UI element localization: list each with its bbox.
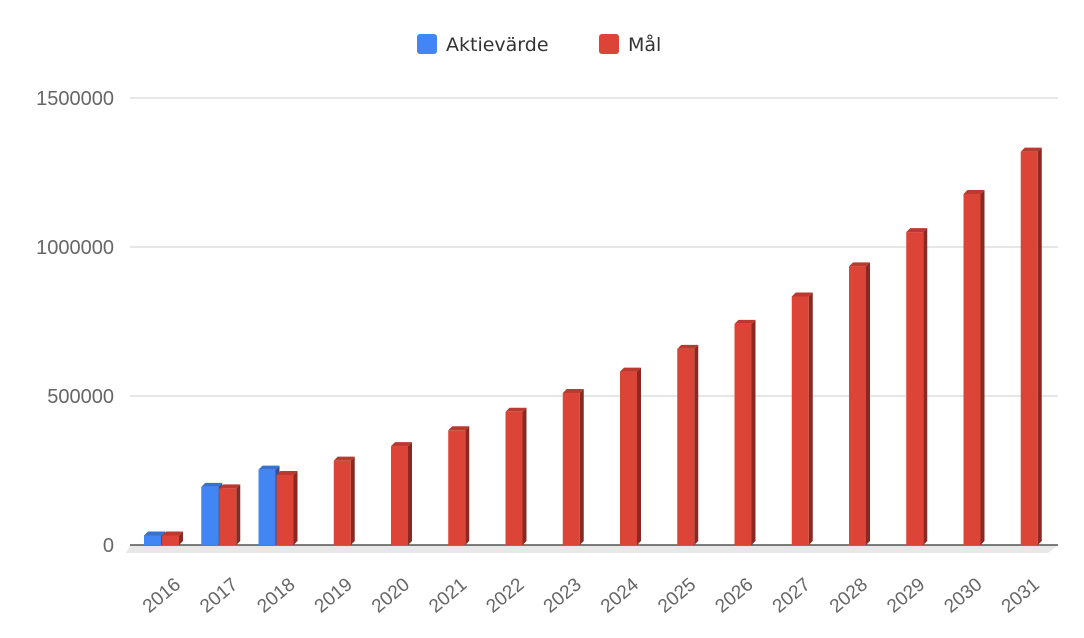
bar-mal <box>505 407 527 545</box>
gridlines <box>126 97 1058 553</box>
y-tick-label: 1500000 <box>36 88 114 110</box>
bar-mal <box>620 367 641 545</box>
bar-mal <box>963 189 985 545</box>
bar-aktievarde <box>144 531 165 545</box>
bar-mal <box>1020 147 1042 545</box>
x-tick-label: 2019 <box>311 574 357 617</box>
bar-mal <box>448 426 470 545</box>
bar-mal <box>333 456 355 545</box>
x-tick-label: 2027 <box>769 574 815 617</box>
bar-mal <box>677 344 699 545</box>
bar-mal <box>906 228 928 545</box>
legend-swatch <box>417 34 437 54</box>
x-tick-label: 2021 <box>425 574 471 617</box>
x-tick-label: 2023 <box>540 574 586 617</box>
legend-label: Mål <box>628 33 661 56</box>
x-tick-label: 2018 <box>254 574 300 617</box>
bar-mal <box>791 292 813 545</box>
x-tick-label: 2029 <box>883 574 929 617</box>
y-tick-label: 500000 <box>47 386 114 408</box>
x-tick-label: 2030 <box>941 574 987 617</box>
legend-label: Aktievärde <box>446 34 549 56</box>
bar-mal <box>219 484 241 545</box>
x-axis: 2016 2017 2018 2019 2020 2021 2022 2023 2024 2025… <box>139 574 1044 618</box>
bar-mal <box>734 319 756 545</box>
bar-mal <box>276 470 298 545</box>
y-axis: 0 500000 1000000 1500000 <box>36 88 114 557</box>
bar-aktievarde <box>201 482 223 545</box>
legend-item: Aktievärde <box>417 34 549 56</box>
legend-item: Mål <box>599 33 661 56</box>
bar-mal <box>562 389 584 545</box>
x-tick-label: 2025 <box>654 574 700 617</box>
x-tick-label: 2026 <box>712 574 758 617</box>
legend-swatch <box>599 34 619 54</box>
x-tick-label: 2020 <box>368 574 414 617</box>
y-tick-label: 0 <box>103 535 114 557</box>
x-tick-label: 2017 <box>196 574 242 617</box>
x-tick-label: 2028 <box>826 574 872 617</box>
bars <box>144 147 1042 545</box>
x-tick-label: 2016 <box>139 574 185 617</box>
plot-floor <box>126 545 1058 553</box>
bar-aktievarde <box>258 465 280 545</box>
x-tick-label: 2024 <box>597 574 643 618</box>
bar-mal <box>162 531 183 545</box>
legend: Aktievärde Mål <box>417 33 661 56</box>
x-tick-label: 2022 <box>483 574 529 617</box>
bar-mal <box>391 442 412 545</box>
x-tick-label: 2031 <box>998 574 1044 617</box>
bar-mal <box>849 262 870 545</box>
y-tick-label: 1000000 <box>36 237 114 259</box>
